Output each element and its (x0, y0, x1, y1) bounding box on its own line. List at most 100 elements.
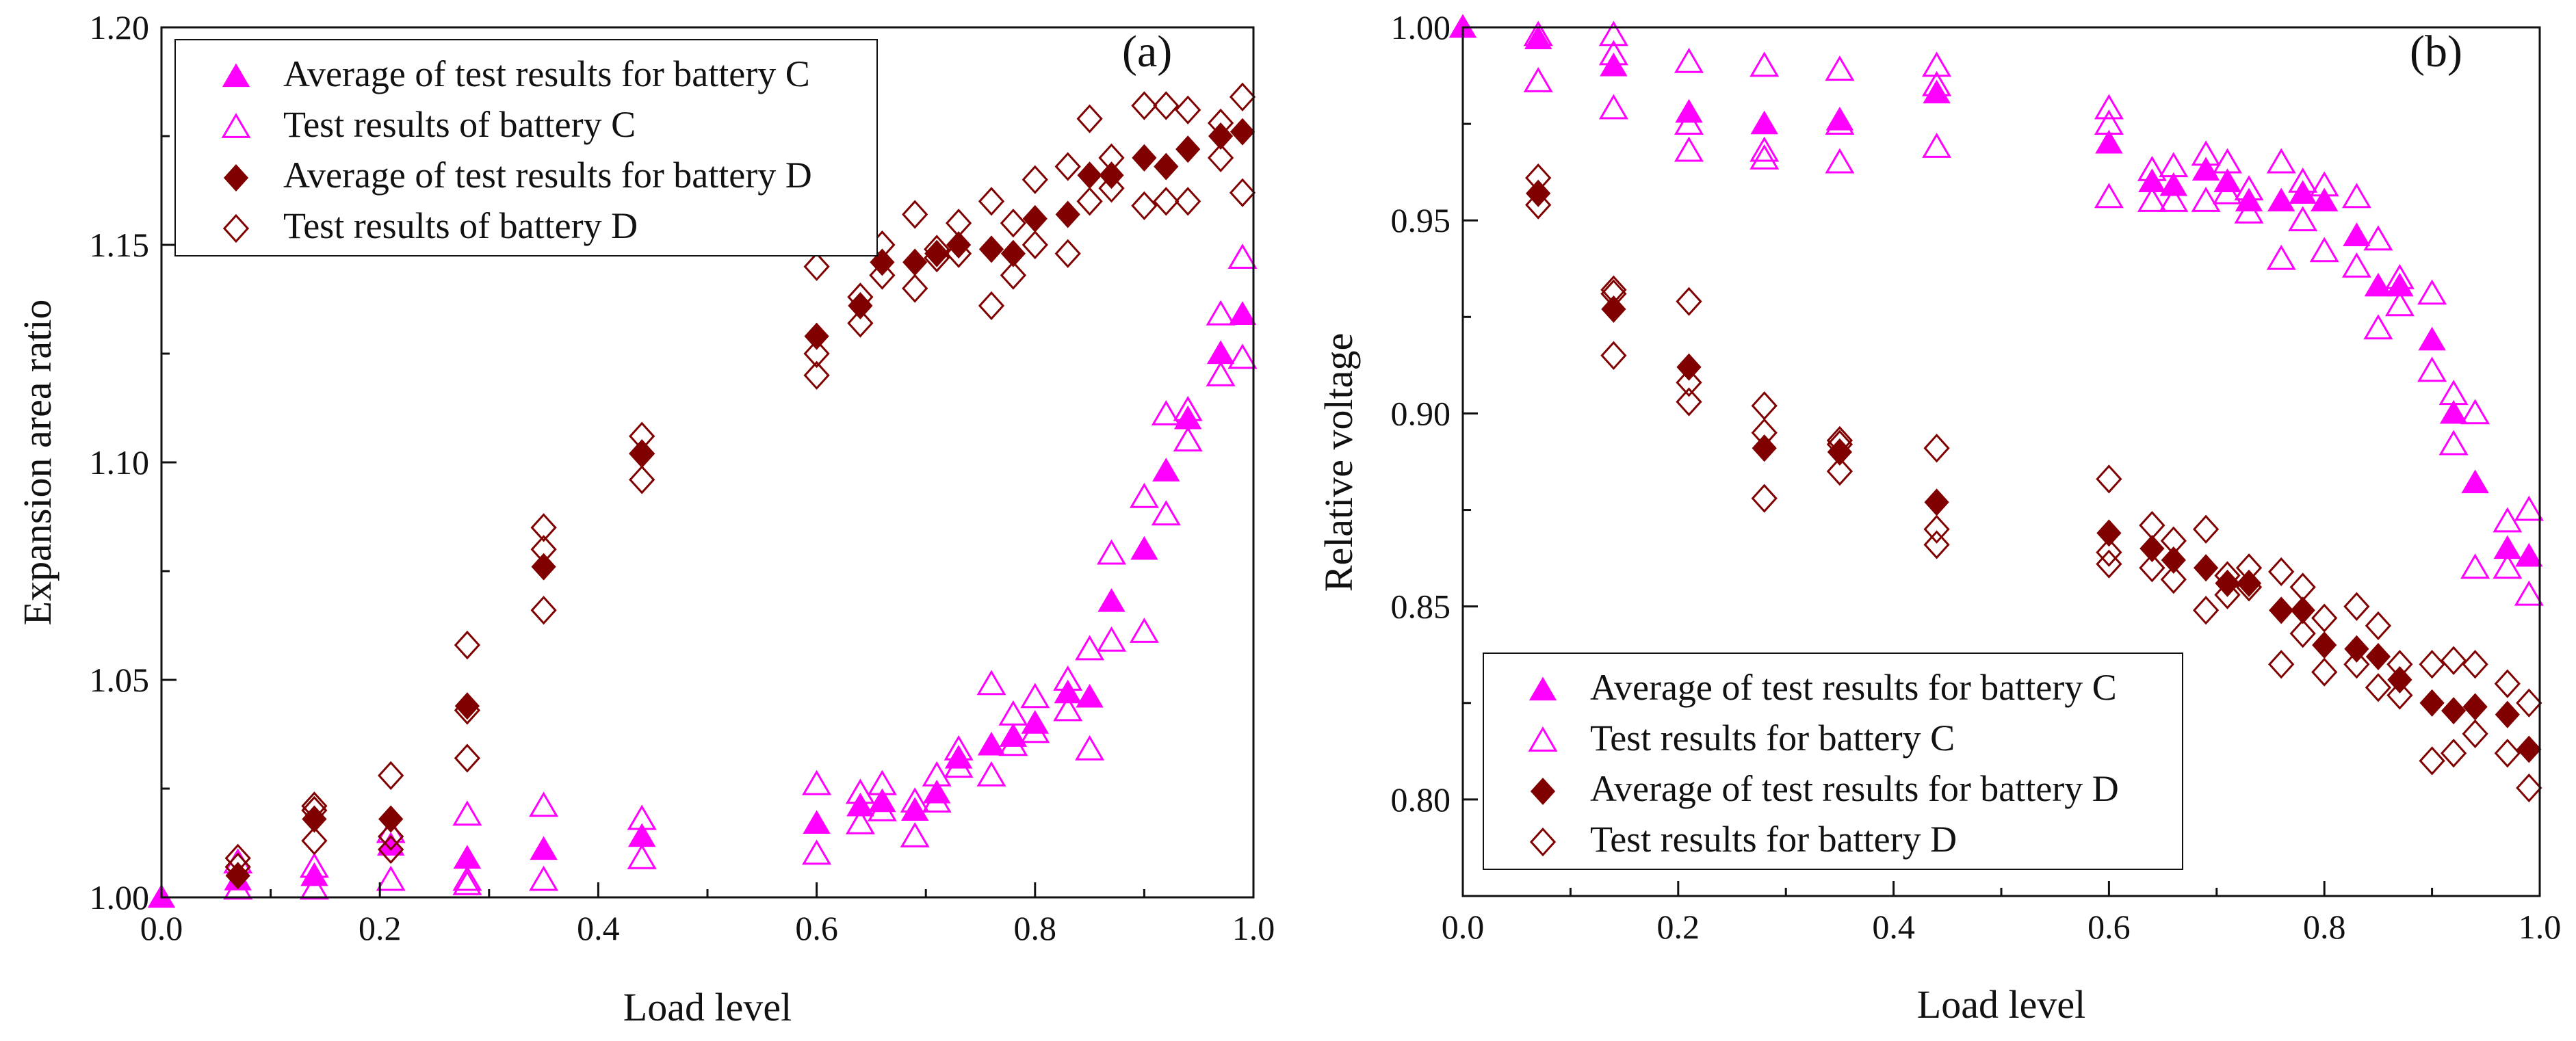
chart-b-point-average-d-22 (2516, 735, 2542, 763)
chart-b-point-test-d-25 (2192, 596, 2220, 625)
chart-b-point-test-c-35 (2309, 237, 2339, 263)
chart-b-point-test-c-40 (2384, 263, 2415, 289)
chart-a-point-average-d-16 (1077, 161, 1102, 189)
chart-b-point-average-c-20 (2439, 399, 2468, 424)
chart-b-point-test-d-45 (2440, 739, 2467, 768)
chart-b-point-test-d-8 (1751, 391, 1778, 421)
chart-a-y-tick-label-3: 1.15 (90, 226, 150, 264)
chart-b-point-test-d-24 (2192, 514, 2220, 544)
chart-a-point-test-d-34 (1022, 165, 1048, 194)
chart-a-point-test-c-11 (627, 804, 657, 830)
chart-a-point-test-d-6 (378, 821, 404, 852)
chart-a-point-test-d-26 (924, 235, 950, 264)
chart-b-ticks: 0.0 0.2 0.4 0.6 0.8 1.0 0.80 0.85 0.90 0.95 1.00 (1391, 8, 2562, 946)
chart-b-point-average-c-10 (2191, 157, 2220, 181)
chart-b-y-tick-label-1: 0.85 (1391, 588, 1451, 626)
chart-b-point-test-c-15 (1922, 133, 1952, 158)
chart-b-point-test-d-51 (2516, 773, 2542, 803)
chart-a-point-test-d-50 (1229, 82, 1256, 111)
chart-a-point-test-d-32 (1000, 209, 1027, 238)
chart-a-point-test-d-27 (924, 243, 950, 273)
chart-b-point-test-c-41 (2384, 291, 2415, 317)
chart-b-point-test-c-30 (2266, 148, 2296, 174)
chart-b-point-test-c-0 (1523, 21, 1553, 47)
chart-a-point-test-c-29 (1020, 683, 1050, 709)
chart-b-point-test-c-34 (2309, 171, 2339, 197)
chart-a-point-average-d-20 (1175, 135, 1201, 163)
chart-b-point-test-c-21 (2137, 187, 2167, 212)
chart-b-point-average-d-3 (1752, 434, 1777, 462)
chart-b-point-test-d-35 (2311, 657, 2338, 687)
chart-b-legend-label-2: Average of test results for battery D (1590, 768, 2119, 809)
chart-b-point-average-c-9 (2159, 172, 2188, 196)
chart-a-point-test-c-16 (845, 808, 875, 834)
chart-b-point-average-c-6 (1923, 79, 1951, 104)
chart-b-point-average-c-15 (2310, 187, 2339, 212)
chart-b-x-tick-label-0: 0.0 (1442, 908, 1485, 946)
chart-b-point-test-c-43 (2417, 356, 2447, 382)
chart-a-x-tick-label-0: 0.0 (140, 909, 183, 947)
chart-b-point-test-c-42 (2417, 279, 2447, 305)
chart-a-point-test-c-13 (802, 769, 832, 795)
chart-b-y-tick-label-4: 1.00 (1391, 8, 1451, 47)
chart-a-point-test-d-45 (1153, 187, 1180, 216)
chart-a-point-test-d-12 (530, 596, 557, 625)
chart-b-point-test-d-36 (2343, 592, 2370, 621)
chart-b-point-test-d-42 (2419, 650, 2445, 679)
chart-a-point-test-c-21 (922, 761, 952, 787)
chart-b-point-test-d-22 (2160, 526, 2187, 555)
chart-b-point-test-d-16 (1923, 514, 1950, 544)
chart-b-point-test-c-23 (2159, 187, 2189, 212)
chart-a-y-axis-label: Expansion area ratio (15, 300, 60, 626)
chart-a-point-test-c-15 (845, 778, 875, 804)
chart-a-point-test-d-0 (224, 843, 251, 873)
chart-a-point-test-d-15 (629, 465, 655, 495)
chart-b-x-tick-label-2: 0.4 (1872, 908, 1915, 946)
chart-a-y-tick-label-1: 1.05 (90, 661, 150, 699)
chart-b-point-average-d-1 (1601, 295, 1626, 324)
chart-a-point-test-d-25 (902, 274, 928, 303)
chart-b-point-test-c-8 (1749, 51, 1780, 77)
chart-b-point-test-c-2 (1598, 21, 1628, 47)
chart-a-point-test-d-40 (1098, 143, 1125, 172)
chart-b-point-average-d-5 (1924, 488, 1949, 516)
chart-b-legend-label-3: Test results for battery D (1590, 819, 1957, 860)
chart-b-point-test-c-44 (2438, 380, 2469, 406)
chart-b-point-average-d-21 (2495, 700, 2520, 728)
chart-a-point-test-c-28 (998, 730, 1028, 756)
chart-a-point-test-d-9 (454, 743, 481, 773)
chart-b-point-test-c-13 (1825, 109, 1855, 135)
chart-a-x-axis-label: Load level (623, 985, 792, 1029)
chart-b-legend-label-1: Test results for battery C (1590, 717, 1955, 759)
chart-b-point-average-d-9 (2193, 554, 2219, 582)
chart-a-point-test-c-14 (802, 839, 832, 865)
chart-b-point-test-c-33 (2288, 206, 2318, 232)
chart-b-y-axis-label: Relative voltage (1316, 333, 1361, 592)
chart-b-point-average-d-18 (2419, 689, 2445, 717)
chart-b-point-test-d-11 (1826, 425, 1853, 456)
chart-a-point-test-c-41 (1173, 395, 1203, 421)
chart-a-point-average-d-3 (454, 692, 480, 720)
chart-b-point-test-d-47 (2462, 719, 2488, 749)
chart-b-point-test-c-49 (2493, 553, 2523, 579)
chart-b-point-test-d-34 (2311, 603, 2338, 633)
chart-a-point-test-d-2 (301, 791, 328, 821)
chart-b-point-average-c-23 (2515, 542, 2543, 567)
chart-a-point-average-d-2 (378, 805, 404, 833)
chart-b-point-test-c-6 (1674, 136, 1704, 162)
chart-b-point-average-d-13 (2290, 596, 2315, 624)
chart-b-legend-frame (1483, 653, 2183, 870)
chart-b-point-test-d-38 (2365, 611, 2392, 641)
chart-a-point-test-d-14 (629, 421, 655, 451)
chart-a-point-test-c-44 (1206, 360, 1236, 386)
chart-b-point-test-c-36 (2341, 183, 2371, 209)
chart-a-point-test-d-49 (1207, 143, 1234, 172)
chart-b-point-average-c-19 (2418, 326, 2446, 351)
chart-a-x-tick-label-2: 0.4 (577, 909, 620, 947)
chart-a-point-test-c-3 (299, 874, 329, 900)
chart-a-point-test-d-3 (301, 826, 328, 856)
chart-b-point-test-c-22 (2159, 152, 2189, 178)
chart-b-point-test-c-50 (2514, 495, 2544, 521)
chart-b-point-test-c-12 (1825, 148, 1855, 174)
chart-b-point-test-d-31 (2268, 650, 2295, 679)
